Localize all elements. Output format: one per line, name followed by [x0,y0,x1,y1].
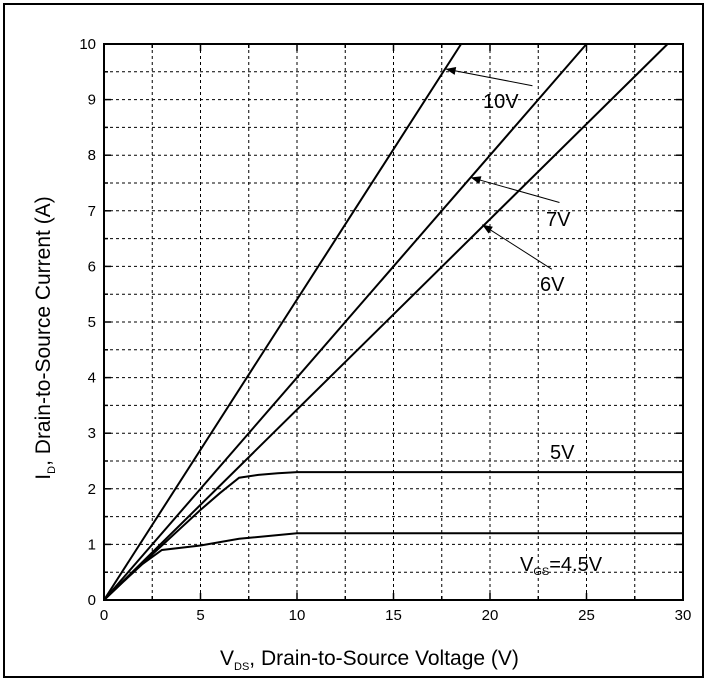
series-line-4-5v [103,532,683,601]
y-tick-label: 8 [88,147,96,164]
x-title-sub: DS [234,661,249,673]
axis-ticks [103,43,684,601]
vgs-rest: =4.5V [549,554,602,576]
series-lines [103,43,683,601]
y-tick-label: 1 [88,536,96,553]
curve-label-5v: 5V [550,442,575,464]
series-line-7v [103,43,588,601]
arrow-6v-head [482,224,493,234]
series-line-10v [103,43,462,601]
arrow-7v [470,176,560,203]
y-tick-label: 2 [88,481,96,498]
x-tick-labels: 0 5 10 15 20 25 30 [100,607,692,624]
curve-label-6v: 6V [540,274,565,296]
y-tick-label: 10 [79,36,96,53]
x-tick-label: 0 [100,607,108,624]
y-tick-label: 7 [88,203,96,220]
y-tick-label: 4 [88,370,96,387]
y-tick-labels: 0 1 2 3 4 5 6 7 8 9 10 [79,36,96,609]
arrow-7v-head [470,176,482,185]
arrow-10v [445,68,533,87]
x-tick-label: 25 [578,607,595,624]
x-title-main: V [220,647,234,670]
arrow-10v-head [445,66,457,75]
y-title-rest: , Drain-to-Source Current (A) [32,196,55,466]
vgs-main: V [520,554,534,576]
y-tick-label: 0 [88,592,96,609]
x-tick-label: 15 [385,607,402,624]
curve-label-10v: 10V [483,91,519,113]
curve-label-vgs-4-5v: VGS=4.5V [520,554,603,578]
vgs-sub: GS [533,566,549,578]
y-tick-label: 3 [88,425,96,442]
y-axis-title: ID, Drain-to-Source Current (A) [32,196,58,479]
series-line-6v [103,43,669,601]
label-arrows [445,66,560,270]
y-tick-label: 5 [88,314,96,331]
curve-label-7v: 7V [546,209,571,231]
chart-frame [3,3,704,678]
x-tick-label: 10 [289,607,306,624]
x-title-rest: , Drain-to-Source Voltage (V) [249,647,519,670]
y-tick-label: 9 [88,92,96,109]
x-tick-label: 30 [675,607,692,624]
arrow-6v [482,224,553,270]
x-tick-label: 20 [482,607,499,624]
y-title-sub: D [46,466,58,474]
y-tick-label: 6 [88,258,96,275]
x-axis-title: VDS, Drain-to-Source Voltage (V) [220,647,519,673]
y-title-main: I [32,474,55,480]
x-tick-label: 5 [196,607,204,624]
grid [104,44,683,600]
